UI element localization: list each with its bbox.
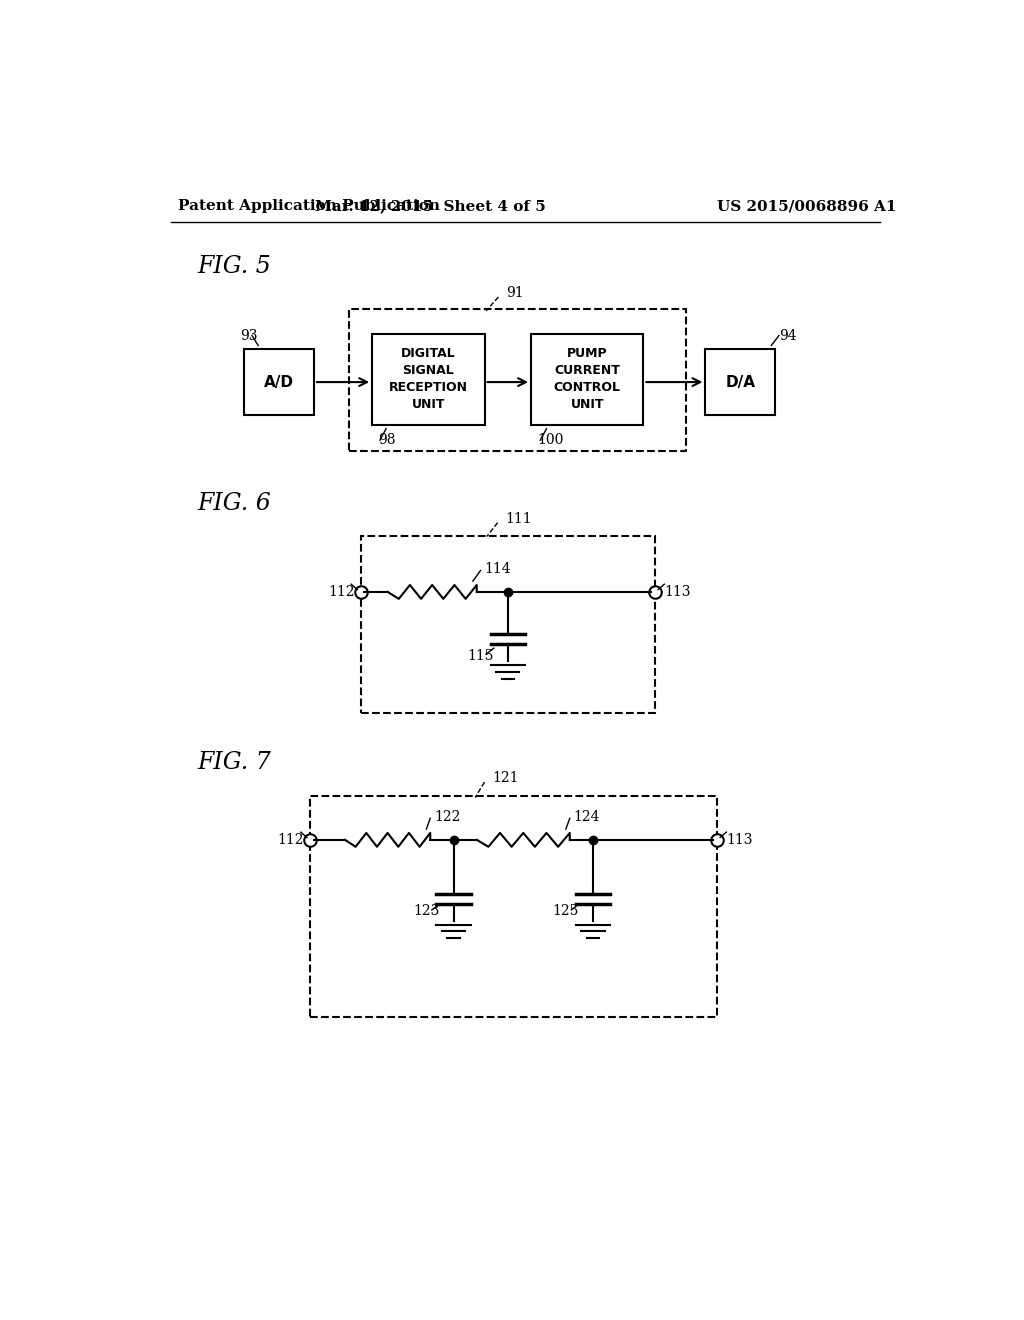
Text: 121: 121 xyxy=(493,771,519,785)
Bar xyxy=(349,309,686,451)
Text: 111: 111 xyxy=(506,512,532,525)
Text: 112: 112 xyxy=(278,833,304,847)
Text: D/A: D/A xyxy=(725,375,756,389)
Text: Mar. 12, 2015  Sheet 4 of 5: Mar. 12, 2015 Sheet 4 of 5 xyxy=(314,199,546,213)
Text: A/D: A/D xyxy=(264,375,294,389)
Text: PUMP
CURRENT
CONTROL
UNIT: PUMP CURRENT CONTROL UNIT xyxy=(554,347,621,412)
Bar xyxy=(372,334,484,425)
Bar xyxy=(706,350,775,414)
Text: 113: 113 xyxy=(726,833,753,847)
Text: DIGITAL
SIGNAL
RECEPTION
UNIT: DIGITAL SIGNAL RECEPTION UNIT xyxy=(389,347,468,412)
Text: 98: 98 xyxy=(378,433,396,447)
Text: US 2015/0068896 A1: US 2015/0068896 A1 xyxy=(717,199,896,213)
Text: 125: 125 xyxy=(553,904,580,919)
Text: 91: 91 xyxy=(506,286,524,300)
Text: 123: 123 xyxy=(414,904,439,919)
Text: 100: 100 xyxy=(538,433,563,447)
Text: 122: 122 xyxy=(434,809,461,824)
Text: 112: 112 xyxy=(328,585,354,599)
Text: 113: 113 xyxy=(665,585,691,599)
Bar xyxy=(245,350,314,414)
Text: Patent Application Publication: Patent Application Publication xyxy=(178,199,440,213)
Bar xyxy=(310,796,717,1016)
Bar xyxy=(531,334,643,425)
Text: FIG. 7: FIG. 7 xyxy=(198,751,271,775)
Bar xyxy=(360,536,655,713)
Text: FIG. 5: FIG. 5 xyxy=(198,255,271,277)
Text: FIG. 6: FIG. 6 xyxy=(198,492,271,515)
Text: 114: 114 xyxy=(484,562,511,576)
Text: 115: 115 xyxy=(467,649,494,663)
Text: 93: 93 xyxy=(241,329,258,342)
Text: 124: 124 xyxy=(573,809,600,824)
Text: 94: 94 xyxy=(779,329,797,342)
